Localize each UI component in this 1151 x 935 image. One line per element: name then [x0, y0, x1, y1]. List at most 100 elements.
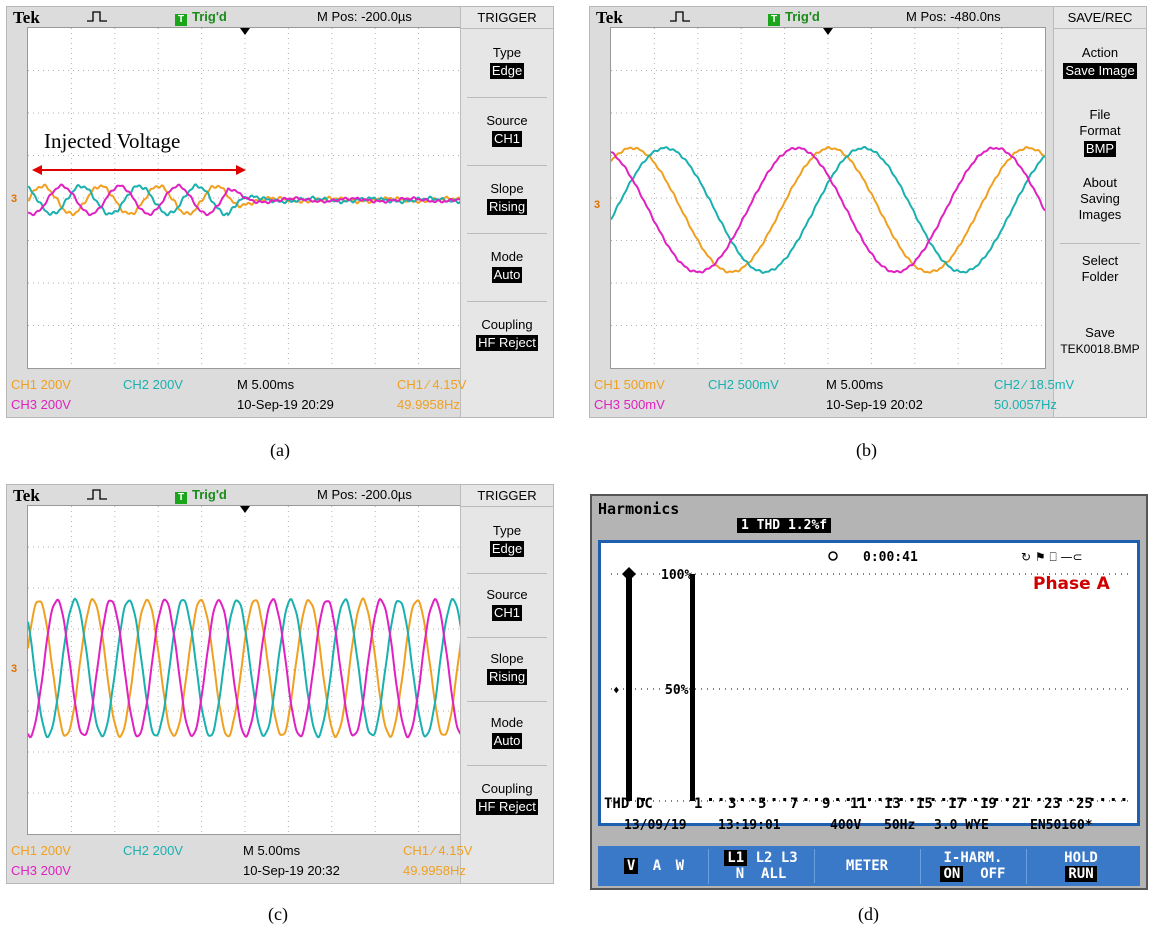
menu-coupling[interactable]: Coupling HF Reject — [461, 781, 553, 815]
bar-harmonic — [804, 798, 808, 801]
menu-divider — [467, 97, 547, 98]
menu-divider — [467, 765, 547, 766]
bar-harmonic — [1016, 798, 1020, 801]
menu-divider — [1060, 243, 1140, 244]
ch3-trace — [611, 146, 1046, 274]
trig-status: T Trig'd — [768, 9, 820, 26]
timebase: M 5.00ms — [826, 377, 884, 392]
menu-select-folder[interactable]: Select Folder — [1054, 253, 1146, 285]
phase-label: Phase A — [1033, 574, 1111, 594]
trigger-icon: T — [768, 14, 780, 26]
fkey-n: N — [735, 866, 745, 882]
scope-panel-b: Tek T Trig'd M Pos: -480.0ns 3 SAVE/REC A… — [589, 6, 1147, 418]
x-label-5: 5 — [758, 796, 767, 812]
waveform-svg: Injected Voltage — [27, 28, 463, 368]
menu-type[interactable]: Type Edge — [461, 523, 553, 557]
info-standard: EN50160* — [1030, 818, 1093, 833]
date-time: 10-Sep-19 20:29 — [237, 397, 334, 412]
x-label-13: 13 — [884, 796, 901, 812]
info-time: 13:19:01 — [718, 818, 781, 833]
menu-source-value: CH1 — [491, 605, 522, 621]
fkey-hold-run[interactable]: HOLD RUN — [1026, 849, 1135, 884]
bar-harmonic — [921, 798, 924, 801]
ch3-marker: 3 — [11, 193, 18, 205]
bar-harmonic — [825, 798, 829, 801]
menu-slope[interactable]: Slope Rising — [461, 651, 553, 685]
menu-coupling-label: Coupling — [481, 317, 533, 332]
fkey-meter-label: METER — [845, 858, 889, 874]
arrow-head-right — [236, 165, 246, 175]
x-label-19: 19 — [980, 796, 997, 812]
fkey-phase-select[interactable]: L1 L2 L3 N ALL — [708, 849, 813, 884]
menu-save[interactable]: Save TEK0018.BMP — [1054, 325, 1146, 357]
waveform-svg — [27, 506, 463, 834]
menu-source[interactable]: Source CH1 — [461, 587, 553, 621]
trigger-menu: TRIGGER Type Edge Source CH1 Slope Rising M… — [460, 7, 553, 417]
bar-harmonic — [857, 798, 861, 801]
caption-d: (d) — [858, 904, 879, 924]
menu-type-value: Edge — [489, 541, 525, 557]
harmonic-axis-labels: THD DC 1 3 5 7 9 11 13 15 17 19 21 23 25 — [598, 796, 1140, 814]
menu-coupling[interactable]: Coupling HF Reject — [461, 317, 553, 351]
cursor-marker-icon: ♦ — [613, 684, 620, 697]
trigger-position-icon — [240, 506, 250, 513]
ch1-trace — [27, 183, 463, 217]
brand-logo: Tek — [13, 486, 40, 505]
fkey-meter[interactable]: METER — [814, 849, 919, 883]
menu-mode-label: Mode — [490, 249, 524, 264]
bar-harmonic — [974, 798, 977, 801]
menu-coupling-value: HF Reject — [476, 335, 538, 351]
menu-source-value: CH1 — [491, 131, 522, 147]
ch1-scale: CH1 200V — [11, 843, 71, 858]
menu-action[interactable]: Action Save Image — [1054, 45, 1146, 79]
bar-harmonic — [889, 798, 893, 801]
x-label-25: 25 — [1076, 796, 1093, 812]
menu-action-label: Action — [1081, 45, 1119, 60]
bar-thd — [626, 574, 632, 801]
ch2-trace — [27, 183, 463, 217]
menu-mode[interactable]: Mode Auto — [461, 249, 553, 283]
menu-type-label: Type — [492, 523, 522, 538]
harmonic-bars — [622, 567, 1126, 801]
bar-harmonic — [1048, 798, 1052, 801]
y-label-50: 50% — [665, 683, 689, 698]
menu-type-value: Edge — [489, 63, 525, 79]
timer-icon — [828, 551, 838, 561]
bar-harmonic — [1058, 798, 1062, 801]
menu-type[interactable]: Type Edge — [461, 45, 553, 79]
caption-a: (a) — [270, 440, 290, 460]
m-pos-readout: M Pos: -480.0ns — [906, 9, 1001, 24]
bar-harmonic — [846, 798, 850, 801]
menu-source-label: Source — [486, 587, 528, 602]
menu-mode[interactable]: Mode Auto — [461, 715, 553, 749]
ch3-trace — [27, 597, 463, 739]
menu-about-saving[interactable]: About Saving Images — [1054, 175, 1146, 223]
x-label-23: 23 — [1044, 796, 1061, 812]
timebase: M 5.00ms — [243, 843, 301, 858]
bar-harmonic — [1080, 798, 1083, 801]
fkey-l2: L2 — [755, 850, 773, 866]
menu-select-folder-label: Select Folder — [1081, 253, 1119, 284]
info-voltage: 400V — [830, 818, 862, 833]
menu-source[interactable]: Source CH1 — [461, 113, 553, 147]
x-label-1: 1 — [694, 796, 703, 812]
ch3-trace — [27, 183, 463, 217]
date-time: 10-Sep-19 20:32 — [243, 863, 340, 878]
x-label-15: 15 — [916, 796, 933, 812]
menu-file-format[interactable]: File Format BMP — [1054, 107, 1146, 157]
menu-file-format-label: File Format — [1079, 107, 1121, 138]
trig-status-label: Trig'd — [785, 9, 820, 24]
menu-coupling-value: HF Reject — [476, 799, 538, 815]
menu-slope[interactable]: Slope Rising — [461, 181, 553, 215]
bar-harmonic — [836, 798, 840, 801]
bar-harmonic — [963, 798, 967, 801]
fkey-vaw[interactable]: V A W — [602, 849, 706, 883]
menu-save-filename: TEK0018.BMP — [1060, 342, 1140, 356]
fkey-i-harm[interactable]: I-HARM. ON OFF — [920, 849, 1025, 884]
info-date: 13/09/19 — [624, 818, 687, 833]
pulse-icon — [87, 489, 107, 500]
bar-harmonic — [793, 798, 797, 801]
bar-harmonic — [1037, 798, 1041, 801]
bar-harmonic — [709, 798, 712, 801]
ch3-marker: 3 — [11, 663, 18, 675]
